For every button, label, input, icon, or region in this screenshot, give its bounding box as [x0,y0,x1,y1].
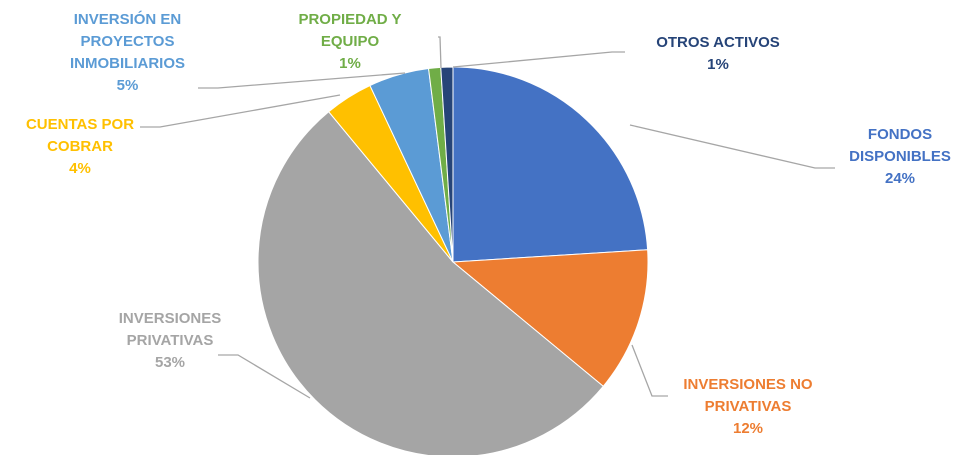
category-label: INVERSIONES PRIVATIVAS [118,310,222,349]
slice-label: OTROS ACTIVOS 1% [618,32,818,76]
leader-line [198,72,406,89]
category-label: OTROS ACTIVOS [656,34,780,51]
leader-line [140,94,341,128]
value-label: 24% [884,170,916,187]
slice-label: FONDOS DISPONIBLES 24% [835,124,965,190]
leader-line [438,36,442,69]
value-label: 1% [339,55,361,72]
category-label: INVERSIÓN EN PROYECTOS INMOBILIARIOS [70,11,185,72]
category-label: FONDOS DISPONIBLES [849,126,951,165]
value-label: 5% [116,77,139,94]
slice-label: INVERSIONES PRIVATIVAS 53% [95,308,245,374]
slice-label: PROPIEDAD Y EQUIPO 1% [290,9,410,75]
leader-line [452,51,625,68]
pie-slice [452,66,649,263]
category-label: CUENTAS POR COBRAR [25,116,135,155]
pie-slice [257,111,604,455]
slice-label: CUENTAS POR COBRAR 4% [5,114,155,180]
value-label: 53% [154,354,186,371]
pie-slice [451,249,649,388]
leader-line [629,124,835,169]
slice-label: INVERSIÓN EN PROYECTOS INMOBILIARIOS 5% [55,9,200,97]
leader-line [631,344,668,397]
category-label: PROPIEDAD Y EQUIPO [298,11,402,50]
value-label: 12% [732,420,764,437]
value-label: 1% [707,56,729,73]
leader-line [218,354,311,399]
value-label: 4% [69,160,91,177]
category-label: INVERSIONES NO PRIVATIVAS [683,376,813,415]
slice-label: INVERSIONES NO PRIVATIVAS 12% [668,374,828,440]
